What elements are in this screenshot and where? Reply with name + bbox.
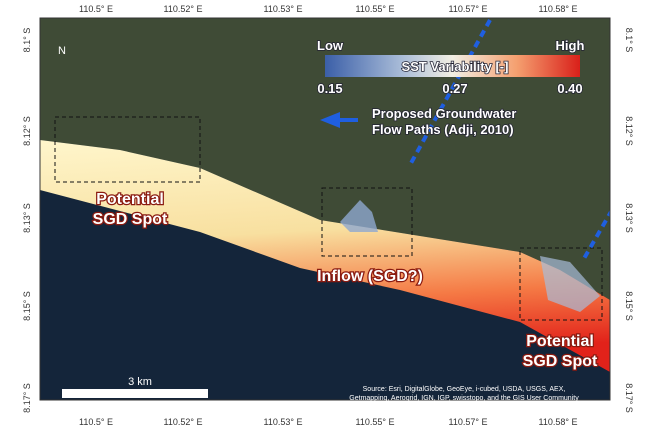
map-area	[40, 18, 610, 400]
flow-label: Proposed Groundwater	[372, 106, 516, 121]
lon-label: 110.5° E	[79, 4, 113, 14]
inflow-box	[321, 187, 413, 257]
legend-tick: 0.27	[442, 81, 467, 96]
lat-label: 8.15° S	[22, 291, 32, 321]
spot-box	[54, 116, 201, 183]
lon-label: 110.57° E	[449, 417, 488, 427]
legend-tick: 0.15	[317, 81, 342, 96]
lat-label: 8.1° S	[624, 28, 634, 53]
inflow-label: Inflow (SGD?)	[317, 268, 423, 285]
scale-bar	[62, 389, 208, 398]
inflow-plume	[340, 200, 378, 232]
lat-label: 8.15° S	[624, 291, 634, 321]
legend-high: High	[556, 38, 585, 53]
legend-tick: 0.40	[557, 81, 582, 96]
lat-label: 8.17° S	[624, 383, 634, 413]
flow-arrow	[580, 209, 610, 263]
spot-label: Potential	[96, 191, 164, 208]
legend-low: Low	[317, 38, 344, 53]
lon-label: 110.55° E	[356, 417, 395, 427]
lon-label: 110.57° E	[449, 4, 488, 14]
lon-label: 110.55° E	[356, 4, 395, 14]
lon-label: 110.53° E	[264, 4, 303, 14]
lon-label: 110.58° E	[539, 4, 578, 14]
lon-label: 110.58° E	[539, 417, 578, 427]
lat-label: 8.1° S	[22, 28, 32, 53]
spot-label: Potential	[526, 333, 594, 350]
lat-label: 8.13° S	[22, 203, 32, 233]
map-frame	[39, 17, 611, 401]
legend-title: SST Variability [-]	[402, 59, 509, 74]
flow-arrow	[408, 19, 492, 166]
spot-label: SGD Spot	[93, 211, 168, 228]
lon-label: 110.52° E	[164, 4, 203, 14]
plume-right	[540, 256, 600, 312]
legend-colorbar	[325, 55, 580, 77]
source-text: Getmapping, Aerogrid, IGN, IGP, swisstop…	[349, 395, 579, 402]
spot-label: SGD Spot	[523, 353, 598, 370]
lat-label: 8.12° S	[624, 116, 634, 146]
land	[40, 18, 610, 300]
source-text: Source: Esri, DigitalGlobe, GeoEye, i-cu…	[363, 386, 566, 393]
lat-label: 8.17° S	[22, 383, 32, 413]
legend-arrow	[320, 112, 340, 128]
flow-label: Flow Paths (Adji, 2010)	[372, 122, 514, 137]
scale-label: 3 km	[128, 376, 152, 388]
lat-label: 8.12° S	[22, 116, 32, 146]
lon-label: 110.53° E	[264, 417, 303, 427]
lat-label: 8.13° S	[624, 203, 634, 233]
north-arrow: N	[58, 45, 66, 57]
lon-label: 110.5° E	[79, 417, 113, 427]
lon-label: 110.52° E	[164, 417, 203, 427]
